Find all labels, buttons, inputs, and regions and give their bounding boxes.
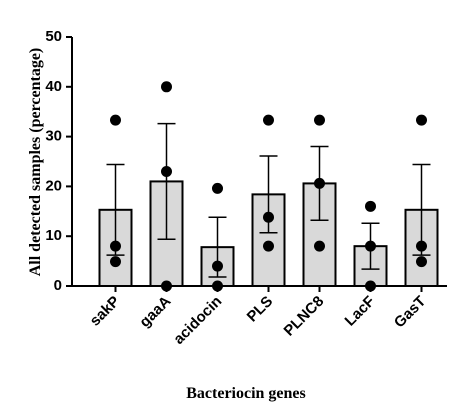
data-point (212, 182, 223, 194)
y-tick-label: 40 (45, 78, 62, 95)
data-point (161, 280, 172, 292)
x-tick-label: sakP (87, 293, 124, 330)
x-tick-label: GasT (391, 293, 430, 332)
y-tick-label: 30 (45, 128, 62, 145)
data-point (314, 177, 325, 189)
data-point (110, 240, 121, 252)
data-point (416, 240, 427, 252)
x-tick-label: LacF (342, 293, 379, 330)
data-point (212, 260, 223, 272)
y-tick-label: 0 (54, 277, 62, 294)
y-tick-label: 10 (45, 227, 62, 244)
y-tick-label: 50 (45, 28, 62, 45)
data-point (365, 200, 376, 212)
data-point (365, 280, 376, 292)
data-point (161, 81, 172, 93)
data-point (212, 280, 223, 292)
data-point (365, 240, 376, 252)
data-point (416, 114, 427, 126)
y-axis-title: All detected samples (percentage) (27, 48, 44, 277)
x-tick-label: PLS (244, 293, 277, 326)
x-tick-label: acidocin (170, 293, 225, 348)
data-point (161, 165, 172, 177)
data-point (314, 240, 325, 252)
x-tick-label: PLNC8 (281, 293, 328, 340)
x-axis-title: Bacteriocin genes (186, 385, 306, 402)
data-point (314, 114, 325, 126)
data-point (110, 114, 121, 126)
data-point (263, 240, 274, 252)
y-tick-label: 20 (45, 177, 62, 194)
data-point (110, 256, 121, 268)
data-point (263, 114, 274, 126)
x-tick-label: gaaA (136, 293, 174, 331)
data-point (263, 211, 274, 223)
data-point (416, 256, 427, 268)
